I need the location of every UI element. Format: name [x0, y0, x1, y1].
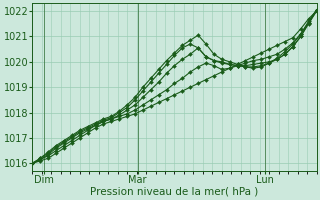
X-axis label: Pression niveau de la mer( hPa ): Pression niveau de la mer( hPa ) [90, 187, 259, 197]
